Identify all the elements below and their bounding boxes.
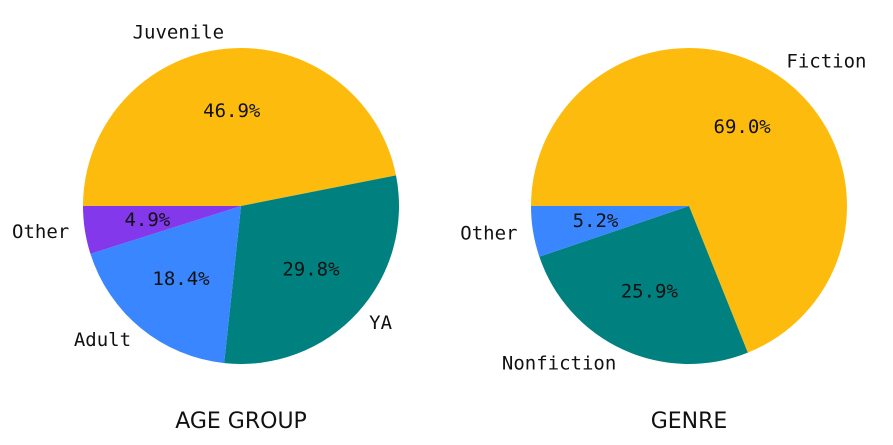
pie-slice [531,206,689,257]
slice-label: Nonfiction [502,352,616,374]
pie-slice [539,206,748,365]
slice-percent: 4.9% [124,209,170,231]
slice-percent: 18.4% [152,268,210,290]
pie-slice [90,206,241,364]
pie-slice [83,206,241,254]
slice-label: Juvenile [133,22,225,44]
slice-percent: 29.8% [282,259,340,281]
slice-label: YA [369,312,392,334]
slice-percent: 25.9% [621,281,679,303]
slice-label: Other [460,223,517,245]
chart-title: AGE GROUP [175,409,307,434]
pie-slice [531,48,847,353]
slice-label: Other [12,221,69,243]
slice-percent: 69.0% [714,116,772,138]
slice-label: Adult [74,329,131,351]
pie-slice [224,175,399,365]
pie-slice [83,47,397,206]
chart-title: GENRE [651,409,728,434]
slice-percent: 46.9% [203,100,261,122]
slice-percent: 5.2% [573,210,619,232]
slice-label: Fiction [786,51,866,73]
